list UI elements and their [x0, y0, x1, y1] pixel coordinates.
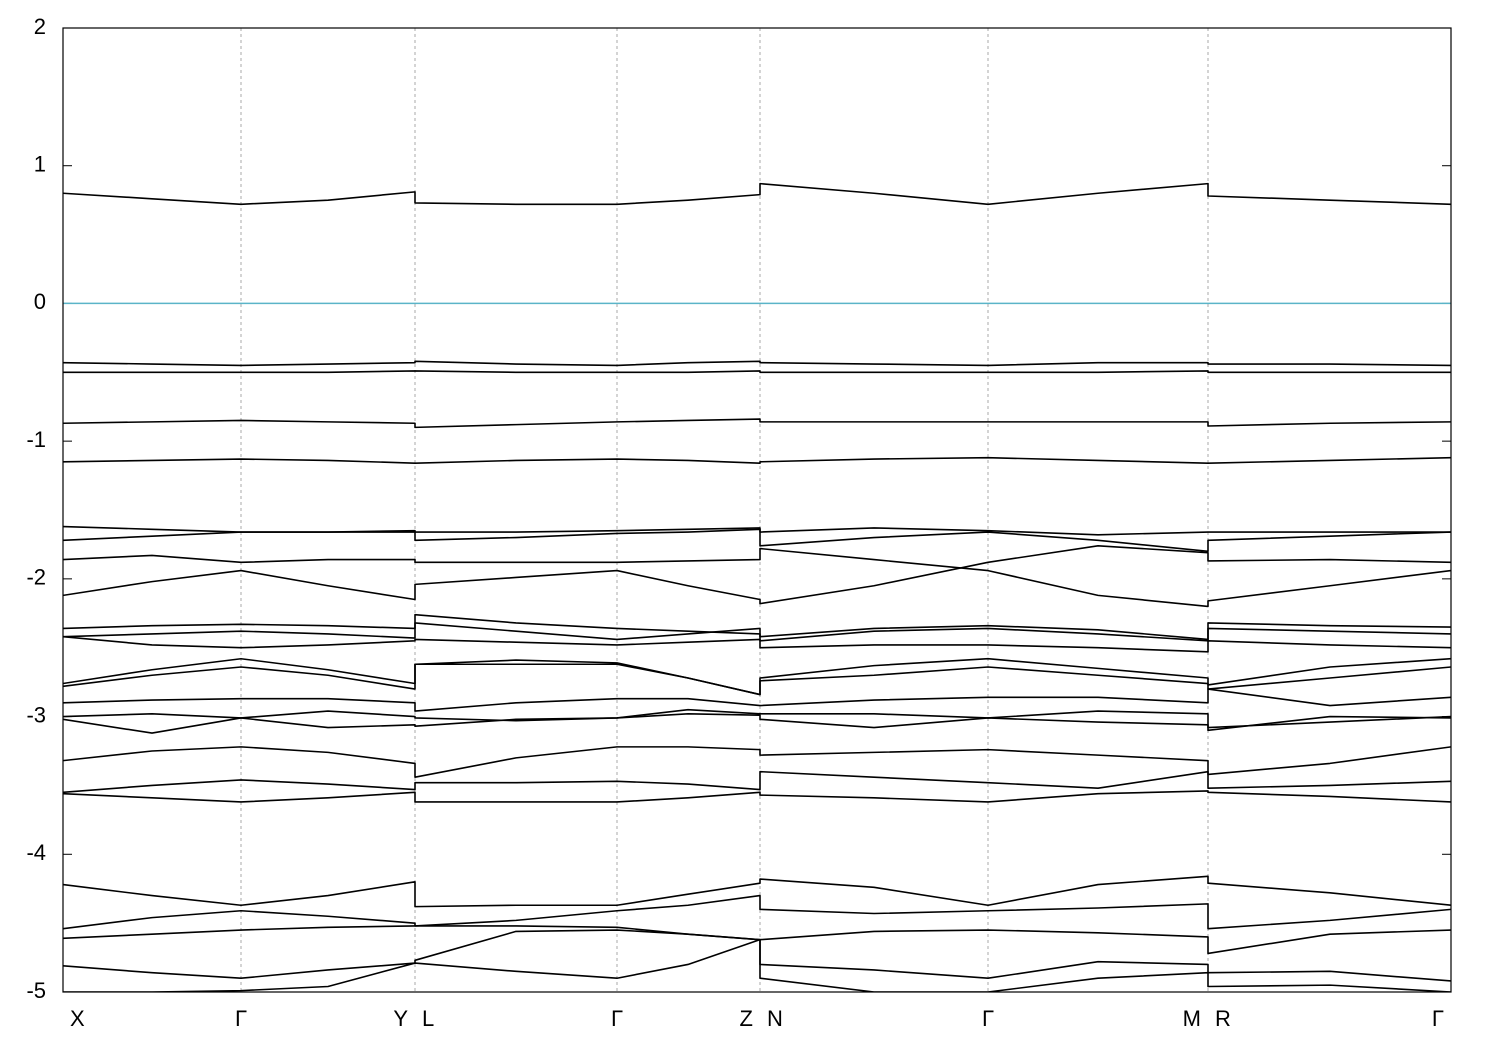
x-tick-label: M: [1183, 1006, 1201, 1031]
y-tick-label: 0: [34, 289, 46, 314]
band-line: [63, 545, 1451, 605]
band-line: [63, 182, 1451, 206]
band-line: [63, 938, 1451, 992]
band-line: [63, 708, 1451, 729]
x-tick-label: Z: [740, 1006, 753, 1031]
band-line: [63, 360, 1451, 367]
y-tick-label: -1: [26, 427, 46, 452]
x-tick-label: X: [70, 1006, 85, 1031]
y-tick-label: -3: [26, 702, 46, 727]
x-tick-label: L: [422, 1006, 434, 1031]
x-tick-label: Γ: [1432, 1006, 1444, 1031]
band-line: [63, 746, 1451, 778]
band-line: [63, 528, 1451, 553]
band-line: [63, 370, 1451, 374]
band-line: [63, 790, 1451, 803]
x-tick-label: Y: [393, 1006, 408, 1031]
y-tick-label: -4: [26, 840, 46, 865]
y-tick-label: -5: [26, 978, 46, 1003]
band-line: [63, 663, 1451, 696]
band-line: [63, 635, 1451, 653]
band-line: [63, 929, 1451, 982]
x-tick-label: Γ: [235, 1006, 247, 1031]
band-line: [63, 770, 1451, 794]
y-tick-label: -2: [26, 565, 46, 590]
x-tick-label: N: [767, 1006, 783, 1031]
band-line: [63, 622, 1451, 642]
band-line: [63, 713, 1451, 734]
plot-frame: [62, 27, 1452, 993]
y-tick-label: 1: [34, 152, 46, 177]
band-line: [63, 875, 1451, 908]
x-tick-label: R: [1215, 1006, 1231, 1031]
band-line: [63, 688, 1451, 712]
y-tick-label: 2: [34, 14, 46, 39]
band-line: [63, 418, 1451, 429]
band-line: [63, 894, 1451, 930]
band-line: [63, 547, 1451, 608]
band-line: [63, 456, 1451, 464]
x-tick-label: Γ: [611, 1006, 623, 1031]
x-tick-label: Γ: [982, 1006, 994, 1031]
plot-area: [63, 182, 1451, 992]
